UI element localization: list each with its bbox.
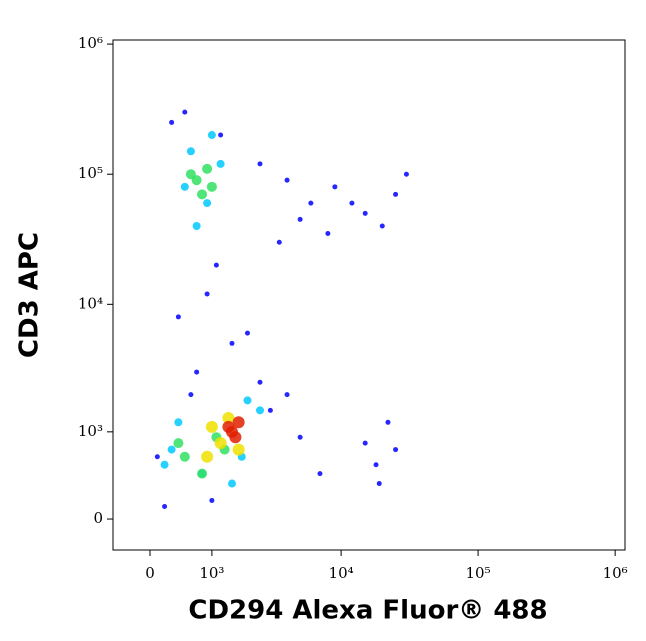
data-point — [229, 431, 242, 444]
x-tick-label: 10⁵ — [466, 564, 491, 582]
data-point — [204, 291, 210, 297]
data-point — [267, 407, 273, 413]
data-point — [332, 184, 338, 190]
data-point — [257, 379, 263, 385]
data-point — [216, 159, 225, 168]
y-tick-label: 10⁴ — [78, 294, 103, 312]
data-point — [203, 199, 212, 208]
plot-frame — [112, 39, 626, 551]
data-point — [154, 454, 160, 460]
data-point — [257, 161, 263, 167]
data-point — [373, 462, 379, 468]
data-point — [222, 420, 235, 433]
data-point — [206, 181, 217, 192]
data-point — [179, 451, 190, 462]
data-point — [403, 171, 409, 177]
data-point — [214, 437, 227, 450]
data-point — [192, 221, 201, 230]
data-point — [167, 445, 176, 454]
data-point — [284, 177, 290, 183]
data-point — [209, 497, 215, 503]
x-tick-label: 10⁶ — [603, 564, 628, 582]
data-point — [169, 119, 175, 125]
data-point — [213, 262, 219, 268]
data-point — [162, 504, 168, 510]
data-point — [317, 471, 323, 477]
data-point — [201, 450, 214, 463]
data-point — [197, 468, 208, 479]
data-point — [227, 479, 236, 488]
y-tick-label: 10⁶ — [78, 34, 103, 52]
x-axis-title: CD294 Alexa Fluor® 488 — [188, 596, 547, 626]
data-point — [393, 447, 399, 453]
data-point — [297, 216, 303, 222]
data-point — [173, 438, 184, 449]
data-point — [174, 418, 183, 427]
data-point — [229, 340, 235, 346]
data-point — [232, 416, 245, 429]
data-point — [160, 460, 169, 469]
data-point — [349, 200, 355, 206]
data-point — [276, 239, 282, 245]
data-point — [232, 443, 245, 456]
y-tick-label: 10⁵ — [78, 164, 103, 182]
data-point — [188, 392, 194, 398]
data-point — [182, 109, 188, 115]
x-tick-label: 0 — [145, 564, 155, 582]
data-point — [362, 210, 368, 216]
data-point — [243, 396, 252, 405]
data-point — [185, 169, 196, 180]
data-point — [284, 392, 290, 398]
data-point — [218, 132, 224, 138]
data-point — [207, 131, 216, 140]
data-point — [393, 191, 399, 197]
data-point — [325, 231, 331, 237]
data-point — [376, 481, 382, 487]
data-point — [297, 434, 303, 440]
y-tick-label: 0 — [93, 509, 103, 527]
data-point — [362, 440, 368, 446]
data-point — [197, 189, 208, 200]
data-point — [175, 314, 181, 320]
data-point — [205, 420, 218, 433]
y-axis-title: CD3 APC — [15, 232, 45, 358]
data-point — [255, 406, 264, 415]
x-tick-label: 10⁴ — [329, 564, 354, 582]
data-point — [202, 163, 213, 174]
x-tick-label: 10³ — [199, 564, 224, 582]
y-tick-label: 10³ — [78, 422, 103, 440]
data-point — [180, 182, 189, 191]
data-point — [385, 419, 391, 425]
data-point — [222, 412, 235, 425]
data-point — [194, 369, 200, 375]
data-point — [186, 147, 195, 156]
data-point — [379, 223, 385, 229]
data-point — [244, 330, 250, 336]
data-point — [308, 200, 314, 206]
